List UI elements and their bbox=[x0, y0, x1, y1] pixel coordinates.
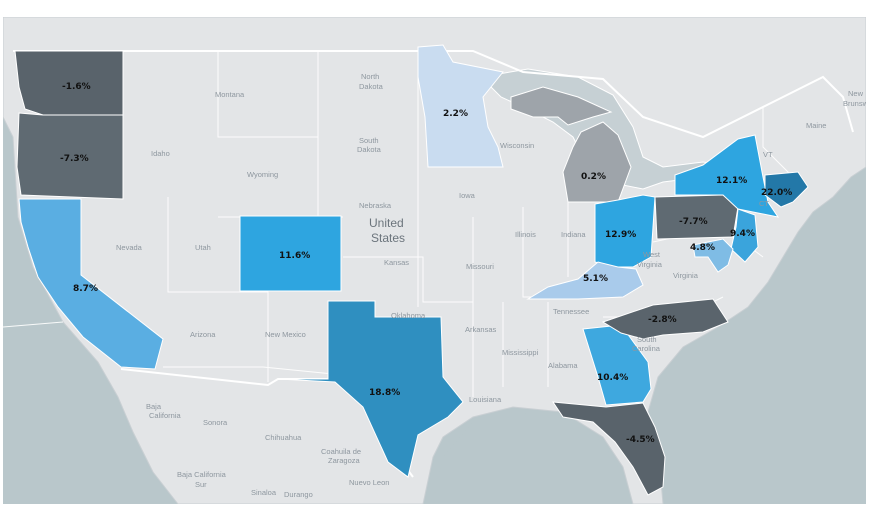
place-durango: Durango bbox=[284, 490, 313, 499]
place-california-baja: California bbox=[149, 411, 182, 420]
place-iowa: Iowa bbox=[459, 191, 476, 200]
country-label-line2: States bbox=[371, 231, 405, 245]
label-nc: -2.8% bbox=[648, 315, 677, 325]
place-baja-sur: Baja California bbox=[177, 470, 227, 479]
place-nevada: Nevada bbox=[116, 243, 143, 252]
place-sur: Sur bbox=[195, 480, 207, 489]
state-fl[interactable] bbox=[552, 401, 666, 496]
choropleth-map[interactable]: Montana North Dakota South Dakota Wyomin… bbox=[3, 17, 866, 504]
label-ga: 10.4% bbox=[597, 373, 628, 383]
state-ma[interactable] bbox=[764, 171, 809, 208]
place-ct: CT bbox=[759, 199, 769, 208]
place-dakota-s: Dakota bbox=[357, 145, 382, 154]
gulf-water bbox=[433, 412, 628, 504]
place-virginia-w: Virginia bbox=[637, 260, 663, 269]
map-frame[interactable]: Montana North Dakota South Dakota Wyomin… bbox=[3, 17, 866, 504]
state-ca[interactable] bbox=[18, 198, 164, 370]
label-co: 11.6% bbox=[279, 251, 310, 261]
place-vt: VT bbox=[763, 150, 773, 159]
label-md: 4.8% bbox=[690, 243, 715, 253]
label-ky: 5.1% bbox=[583, 274, 608, 284]
place-utah: Utah bbox=[195, 243, 211, 252]
place-wisconsin: Wisconsin bbox=[500, 141, 534, 150]
state-co[interactable] bbox=[239, 215, 342, 292]
state-value-labels: -1.6% -7.3% 8.7% 11.6% 18.8% 2.2% 0.2% 1… bbox=[60, 82, 792, 445]
place-wyoming: Wyoming bbox=[247, 170, 278, 179]
place-illinois: Illinois bbox=[515, 230, 536, 239]
label-nj: 9.4% bbox=[730, 229, 755, 239]
place-oklahoma: Oklahoma bbox=[391, 311, 426, 320]
place-dakota-n: Dakota bbox=[359, 82, 384, 91]
state-or[interactable] bbox=[16, 112, 124, 200]
label-pa: -7.7% bbox=[679, 217, 708, 227]
state-nc[interactable] bbox=[601, 298, 729, 340]
place-arkansas: Arkansas bbox=[465, 325, 497, 334]
label-fl: -4.5% bbox=[626, 435, 655, 445]
place-zaragoza: Zaragoza bbox=[328, 456, 361, 465]
place-mississippi: Mississippi bbox=[502, 348, 539, 357]
place-south-sd: South bbox=[359, 136, 379, 145]
place-baja: Baja bbox=[146, 402, 162, 411]
label-ca: 8.7% bbox=[73, 284, 98, 294]
label-wa: -1.6% bbox=[62, 82, 91, 92]
state-ny[interactable] bbox=[674, 134, 780, 218]
state-nj[interactable] bbox=[730, 208, 759, 263]
country-border-north bbox=[13, 50, 854, 139]
label-oh: 12.9% bbox=[605, 230, 636, 240]
label-mi: 0.2% bbox=[581, 172, 606, 182]
place-labels: Montana North Dakota South Dakota Wyomin… bbox=[116, 72, 866, 499]
place-chihuahua: Chihuahua bbox=[265, 433, 302, 442]
label-or: -7.3% bbox=[60, 154, 89, 164]
place-indiana: Indiana bbox=[561, 230, 586, 239]
place-montana: Montana bbox=[215, 90, 245, 99]
place-south-sc: South bbox=[637, 335, 657, 344]
label-ny: 12.1% bbox=[716, 176, 747, 186]
state-md[interactable] bbox=[692, 238, 734, 273]
place-new-nb: New bbox=[848, 89, 864, 98]
place-north: North bbox=[361, 72, 379, 81]
state-tx[interactable] bbox=[277, 300, 464, 478]
state-ky[interactable] bbox=[526, 261, 644, 300]
place-missouri: Missouri bbox=[466, 262, 494, 271]
place-nuevo-leon: Nuevo Leon bbox=[349, 478, 389, 487]
place-west: West bbox=[643, 250, 661, 259]
place-kansas: Kansas bbox=[384, 258, 409, 267]
place-alabama: Alabama bbox=[548, 361, 578, 370]
label-ma: 22.0% bbox=[761, 188, 792, 198]
place-idaho: Idaho bbox=[151, 149, 170, 158]
country-label-line1: United bbox=[369, 216, 404, 230]
state-shapes bbox=[14, 44, 809, 496]
state-mn[interactable] bbox=[417, 44, 504, 168]
label-tx: 18.8% bbox=[369, 388, 400, 398]
label-mn: 2.2% bbox=[443, 109, 468, 119]
place-tennessee: Tennessee bbox=[553, 307, 589, 316]
place-carolina: Carolina bbox=[632, 344, 661, 353]
place-louisiana: Louisiana bbox=[469, 395, 502, 404]
place-new-mexico: New Mexico bbox=[265, 330, 306, 339]
place-coahuila: Coahuila de bbox=[321, 447, 361, 456]
place-brunswick: Brunsw bbox=[843, 99, 866, 108]
place-maine: Maine bbox=[806, 121, 826, 130]
place-arizona: Arizona bbox=[190, 330, 216, 339]
place-sonora: Sonora bbox=[203, 418, 228, 427]
place-sinaloa: Sinaloa bbox=[251, 488, 277, 497]
place-virginia: Virginia bbox=[673, 271, 699, 280]
place-nebraska: Nebraska bbox=[359, 201, 392, 210]
